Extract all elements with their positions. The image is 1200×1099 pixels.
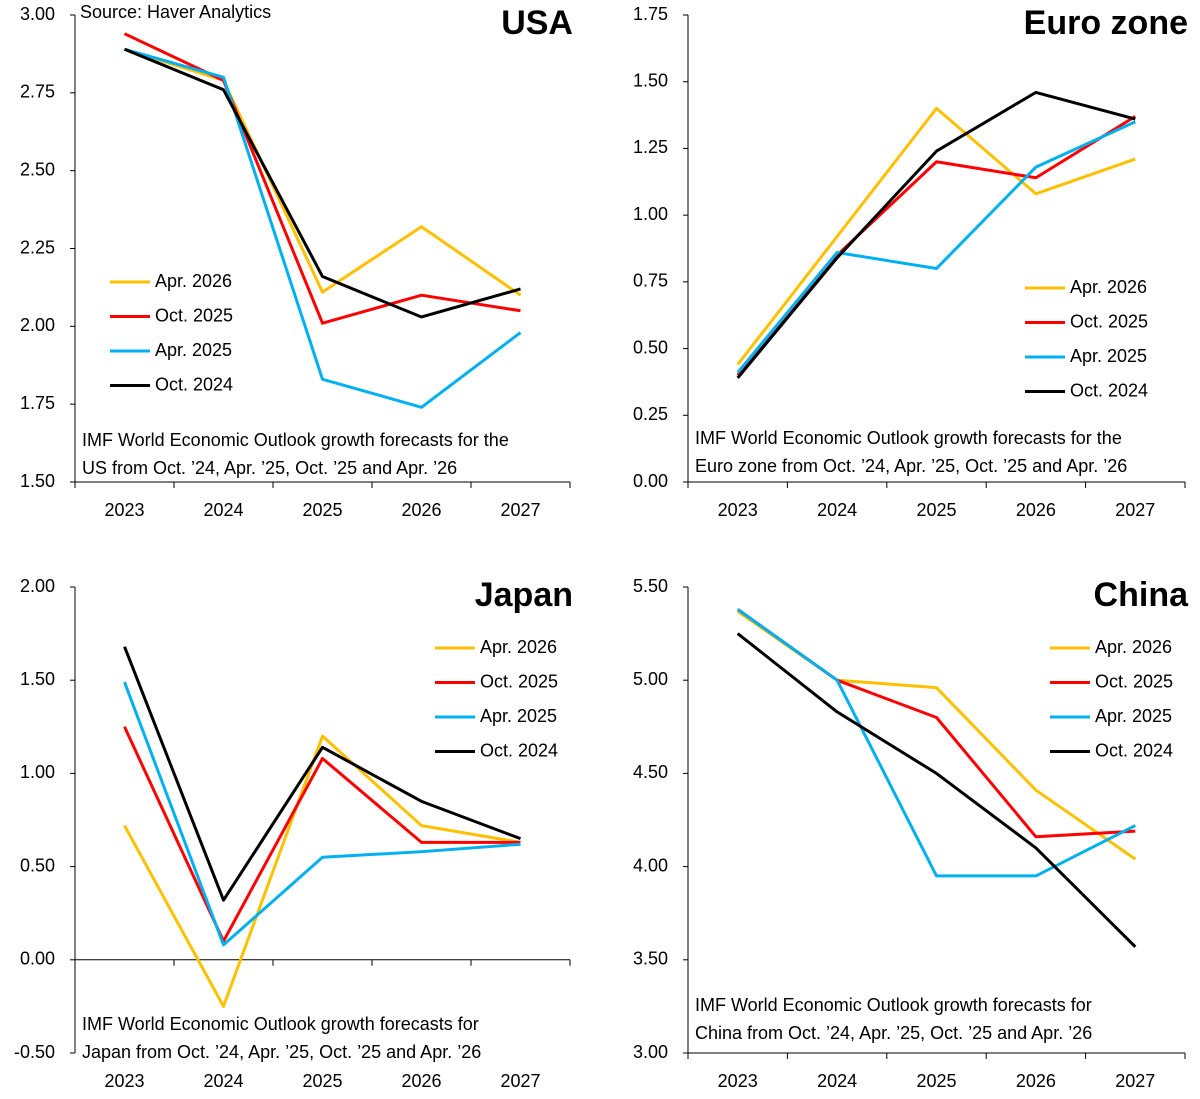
series-line	[736, 120, 1136, 374]
series-line	[736, 632, 1137, 948]
legend-label: Apr. 2025	[1070, 346, 1147, 366]
series-line	[736, 106, 1136, 366]
y-tick-label: 0.00	[20, 949, 55, 969]
legend-label: Oct. 2024	[480, 740, 558, 760]
legend-label: Apr. 2025	[480, 706, 557, 726]
y-tick-label: 3.00	[20, 4, 55, 24]
series-line	[736, 608, 1136, 839]
series-line	[123, 47, 521, 319]
y-tick-label: 1.75	[20, 393, 55, 413]
x-tick-label: 2023	[718, 1071, 758, 1091]
annotation: IMF World Economic Outlook growth foreca…	[695, 428, 1122, 448]
x-tick-label: 2027	[1115, 1071, 1155, 1091]
x-tick-label: 2026	[1016, 1071, 1056, 1091]
y-tick-label: 3.50	[633, 949, 668, 969]
chart-title: China	[1094, 576, 1190, 614]
annotation: IMF World Economic Outlook growth foreca…	[695, 995, 1092, 1015]
x-tick-label: 2023	[104, 500, 144, 520]
annotation: Japan from Oct. ’24, Apr. ’25, Oct. ’25 …	[82, 1042, 481, 1062]
annotation: IMF World Economic Outlook growth foreca…	[82, 430, 509, 450]
legend-label: Oct. 2025	[155, 305, 233, 325]
y-tick-label: 1.75	[633, 4, 668, 24]
y-tick-label: 3.00	[633, 1042, 668, 1062]
series-line	[123, 32, 521, 325]
source: Source: Haver Analytics	[80, 2, 271, 22]
y-tick-label: 2.25	[20, 237, 55, 257]
series-line	[736, 90, 1136, 379]
y-tick-label: 0.50	[20, 855, 55, 875]
y-tick-label: 1.50	[633, 70, 668, 90]
x-tick-label: 2027	[500, 500, 540, 520]
x-tick-label: 2027	[500, 1071, 540, 1091]
x-tick-label: 2027	[1115, 500, 1155, 520]
y-tick-label: 0.25	[633, 404, 668, 424]
y-tick-label: 0.75	[633, 271, 668, 291]
annotation: IMF World Economic Outlook growth foreca…	[82, 1014, 479, 1034]
x-tick-label: 2026	[401, 1071, 441, 1091]
x-tick-label: 2026	[401, 500, 441, 520]
legend-label: Oct. 2025	[1095, 671, 1173, 691]
legend-label: Oct. 2025	[480, 671, 558, 691]
annotation: Euro zone from Oct. ’24, Apr. ’25, Oct. …	[695, 456, 1127, 476]
x-tick-label: 2023	[104, 1071, 144, 1091]
y-tick-label: 1.50	[20, 669, 55, 689]
series-line	[736, 115, 1137, 377]
legend-label: Apr. 2026	[1070, 277, 1147, 297]
y-tick-label: 5.00	[633, 669, 668, 689]
legend-label: Oct. 2025	[1070, 311, 1148, 331]
x-tick-label: 2024	[203, 500, 243, 520]
chart-title: USA	[501, 4, 573, 42]
x-tick-label: 2025	[916, 1071, 956, 1091]
annotation: US from Oct. ’24, Apr. ’25, Oct. ’25 and…	[82, 458, 457, 478]
x-tick-label: 2024	[203, 1071, 243, 1091]
y-tick-label: 0.00	[633, 471, 668, 491]
y-tick-label: 1.25	[633, 137, 668, 157]
legend-label: Apr. 2026	[1095, 637, 1172, 657]
x-tick-label: 2025	[302, 500, 342, 520]
legend-label: Oct. 2024	[1070, 380, 1148, 400]
y-tick-label: 2.75	[20, 82, 55, 102]
y-tick-label: 2.00	[20, 576, 55, 596]
legend-label: Oct. 2024	[1095, 740, 1173, 760]
x-tick-label: 2025	[302, 1071, 342, 1091]
y-tick-label: 2.00	[20, 315, 55, 335]
y-tick-label: 2.50	[20, 159, 55, 179]
y-tick-label: 1.00	[20, 762, 55, 782]
legend-label: Oct. 2024	[155, 374, 233, 394]
x-tick-label: 2023	[718, 500, 758, 520]
chart-title: Euro zone	[1024, 4, 1188, 42]
y-tick-label: 1.50	[20, 471, 55, 491]
x-tick-label: 2025	[916, 500, 956, 520]
y-tick-label: 5.50	[633, 576, 668, 596]
legend-label: Apr. 2026	[480, 637, 557, 657]
legend-label: Apr. 2025	[1095, 706, 1172, 726]
legend-label: Apr. 2026	[155, 271, 232, 291]
legend-label: Apr. 2025	[155, 340, 232, 360]
series-line	[124, 47, 522, 409]
annotation: China from Oct. ’24, Apr. ’25, Oct. ’25 …	[695, 1023, 1092, 1043]
y-tick-label: 0.50	[633, 337, 668, 357]
series-line	[736, 608, 1136, 878]
series-line	[123, 726, 521, 943]
x-tick-label: 2024	[817, 500, 857, 520]
series-line	[123, 646, 522, 902]
y-tick-label: 1.00	[633, 204, 668, 224]
chart-title: Japan	[475, 576, 573, 614]
x-tick-label: 2026	[1016, 500, 1056, 520]
y-tick-label: 4.00	[633, 855, 668, 875]
y-tick-label: 4.50	[633, 762, 668, 782]
series-line	[123, 734, 521, 1008]
series-line	[124, 47, 522, 297]
x-tick-label: 2024	[817, 1071, 857, 1091]
series-line	[123, 681, 521, 947]
y-tick-label: -0.50	[14, 1042, 55, 1062]
